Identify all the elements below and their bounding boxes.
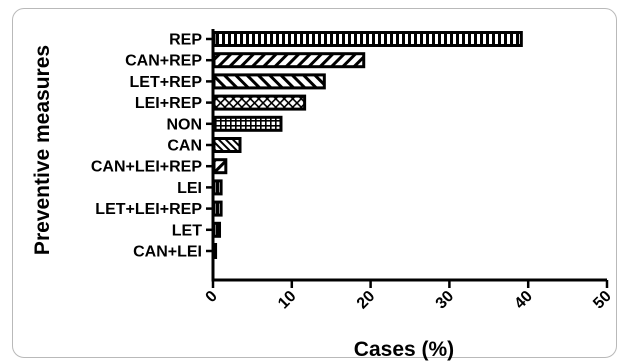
bar-non — [212, 115, 283, 132]
y-axis-title: Preventive measures — [31, 45, 54, 255]
category-label-lei: LEI — [177, 180, 202, 197]
bar-can — [212, 137, 242, 153]
category-label-let: LET — [172, 222, 202, 239]
x-tick-label-40: 40 — [511, 288, 536, 313]
bar-can-lei-rep — [212, 158, 228, 175]
x-tick-label-20: 20 — [354, 288, 379, 313]
category-label-let-lei-rep: LET+LEI+REP — [95, 201, 202, 218]
category-label-can-lei: CAN+LEI — [133, 244, 202, 261]
bar-let-lei-rep — [212, 200, 223, 217]
bar-lei — [212, 179, 223, 196]
category-label-can-rep: CAN+REP — [125, 53, 202, 70]
category-label-can: CAN — [167, 138, 202, 155]
category-labels: REP CAN+REP LET+REP LEI+REP NON CAN CAN+LEI+RE… — [91, 32, 202, 261]
category-label-let-rep: LET+REP — [130, 74, 203, 91]
x-tick-label-0: 0 — [203, 288, 221, 306]
category-label-lei-rep: LEI+REP — [135, 95, 202, 112]
figure-frame — [12, 8, 617, 358]
bar-let-rep — [212, 73, 326, 90]
category-label-non: NON — [166, 116, 202, 133]
category-label-rep: REP — [169, 32, 202, 49]
axes — [206, 29, 607, 282]
x-tick-label-50: 50 — [590, 288, 615, 313]
category-label-can-lei-rep: CAN+LEI+REP — [91, 159, 202, 176]
bar-let — [212, 221, 222, 238]
x-ticks: 0 10 20 30 40 50 — [203, 280, 615, 312]
bar-can-rep — [212, 52, 366, 69]
bar-lei-rep — [212, 94, 307, 111]
bars-group — [212, 31, 523, 259]
x-tick-label-10: 10 — [275, 288, 300, 313]
x-tick-label-30: 30 — [433, 288, 458, 313]
x-axis-title: Cases (%) — [354, 338, 454, 361]
bar-rep — [212, 31, 523, 47]
